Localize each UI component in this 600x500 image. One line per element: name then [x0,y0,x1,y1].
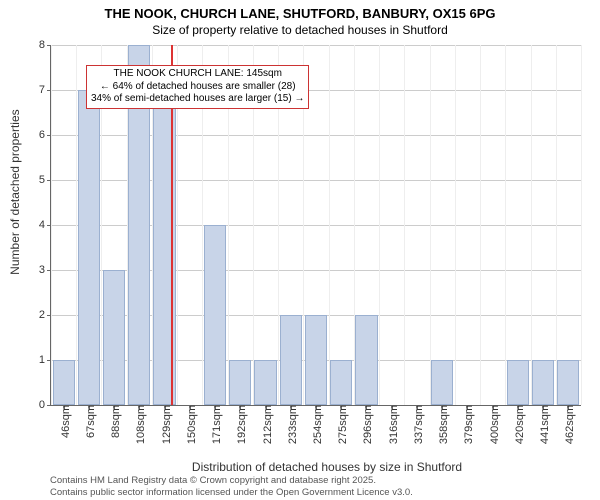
footer-attribution: Contains HM Land Registry data © Crown c… [50,475,413,498]
x-tick-label: 462sqm [560,405,576,444]
bar [103,270,125,405]
x-tick-label: 254sqm [308,405,324,444]
gridline-v [329,45,330,405]
x-tick-label: 337sqm [409,405,425,444]
x-tick-label: 171sqm [207,405,223,444]
y-tick-mark [47,405,51,406]
gridline-v [556,45,557,405]
gridline-v [430,45,431,405]
bar [532,360,554,405]
gridline-v [51,45,52,405]
footer-line1: Contains HM Land Registry data © Crown c… [50,475,413,486]
y-axis-label: Number of detached properties [8,109,22,274]
bar [229,360,251,405]
gridline-v [404,45,405,405]
bar [280,315,302,405]
x-tick-label: 358sqm [434,405,450,444]
chart-title: THE NOOK, CHURCH LANE, SHUTFORD, BANBURY… [0,0,600,22]
x-tick-label: 420sqm [510,405,526,444]
x-tick-label: 296sqm [358,405,374,444]
bar [305,315,327,405]
annotation-line2: ← 64% of detached houses are smaller (28… [91,81,304,94]
gridline-v [581,45,582,405]
bar [53,360,75,405]
bar [507,360,529,405]
bar [557,360,579,405]
annotation-line3: 34% of semi-detached houses are larger (… [91,93,304,106]
x-tick-label: 379sqm [459,405,475,444]
x-tick-label: 88sqm [106,405,122,438]
gridline-v [480,45,481,405]
bar [78,90,100,405]
plot-area: 01234567846sqm67sqm88sqm108sqm129sqm150s… [50,45,581,406]
annotation-line1: THE NOOK CHURCH LANE: 145sqm [91,68,304,81]
x-tick-label: 108sqm [131,405,147,444]
bar [204,225,226,405]
footer-line2: Contains public sector information licen… [50,487,413,498]
gridline-v [455,45,456,405]
gridline-v [531,45,532,405]
chart-subtitle: Size of property relative to detached ho… [0,23,600,37]
x-tick-label: 316sqm [384,405,400,444]
x-tick-label: 441sqm [535,405,551,444]
gridline-v [505,45,506,405]
chart-container: THE NOOK, CHURCH LANE, SHUTFORD, BANBURY… [0,0,600,500]
x-tick-label: 46sqm [56,405,72,438]
x-tick-label: 275sqm [333,405,349,444]
bar [355,315,377,405]
x-tick-label: 212sqm [258,405,274,444]
x-tick-label: 192sqm [232,405,248,444]
x-tick-label: 67sqm [81,405,97,438]
annotation-box: THE NOOK CHURCH LANE: 145sqm ← 64% of de… [86,65,309,109]
x-tick-label: 150sqm [182,405,198,444]
x-tick-label: 233sqm [283,405,299,444]
gridline-v [379,45,380,405]
x-tick-label: 129sqm [157,405,173,444]
bar [330,360,352,405]
bar [254,360,276,405]
x-tick-label: 400sqm [485,405,501,444]
bar [431,360,453,405]
x-axis-label: Distribution of detached houses by size … [192,460,462,474]
